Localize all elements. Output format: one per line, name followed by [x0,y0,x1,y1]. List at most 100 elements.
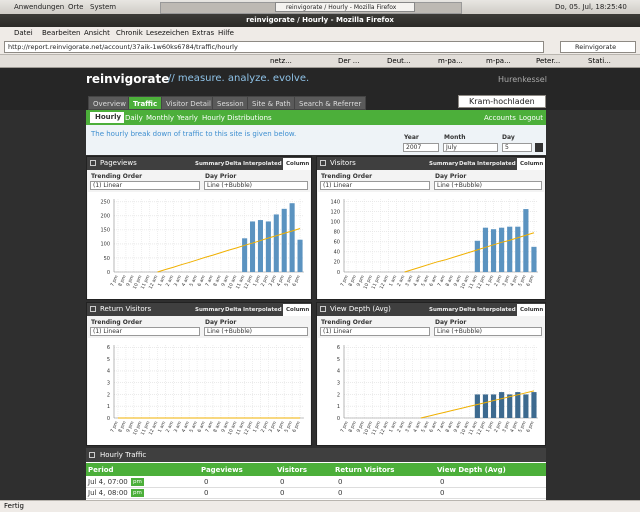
day-prior-select[interactable]: Line (+Bubble) [434,327,542,336]
collapse-box[interactable] [90,160,96,166]
bar [265,221,271,272]
tab[interactable]: netz... [270,57,292,65]
nav-tab[interactable]: Session [212,96,249,110]
bar [515,392,521,418]
collapse-box[interactable] [90,306,96,312]
menu[interactable]: Extras [192,29,215,37]
chart-tab[interactable]: Summary [429,307,459,313]
x-tick-label: 2 am [165,274,176,288]
collapse-box[interactable] [320,306,326,312]
chart-tab[interactable]: Column [517,304,545,316]
bar [257,220,263,272]
x-tick-label: 11 pm [371,420,383,436]
x-tick-label: 9 pm [356,274,367,288]
tab[interactable]: m-pa... [486,57,511,65]
menu[interactable]: Bearbeiten [42,29,81,37]
tab[interactable]: Stati... [588,57,611,65]
menu[interactable]: Ansicht [84,29,110,37]
x-tick-label: 11 am [235,420,247,436]
x-tick-label: 1 am [157,420,168,434]
month-select[interactable]: July [443,143,498,152]
collapse-box[interactable] [320,160,326,166]
x-tick-label: 7 am [436,420,447,434]
y-tick-label: 1 [107,404,110,410]
chart-tab[interactable]: Column [517,158,545,170]
chart-tab[interactable]: Interpolated [477,161,516,167]
url-field[interactable]: http://report.reinvigorate.net/account/3… [4,41,544,53]
x-tick-label: 11 pm [140,274,152,290]
logo[interactable]: reinvigorate [86,72,170,86]
trending-select[interactable]: (1) Linear [90,327,200,336]
tab[interactable]: Deut... [387,57,411,65]
control-label: Day Prior [205,173,237,180]
table-cell: 0 [204,489,209,497]
chart-tab[interactable]: Interpolated [477,307,516,313]
chart-tab[interactable]: Summary [195,307,225,313]
account-link[interactable]: Accounts [484,114,516,122]
chart-tab[interactable]: Delta [225,307,242,313]
x-tick-label: 9 pm [125,274,136,288]
chart-tab[interactable]: Column [283,304,311,316]
menu[interactable]: Chronik [116,29,143,37]
chart-tab[interactable]: Column [283,158,311,170]
column-header: View Depth (Avg) [437,466,506,474]
chart-tab[interactable]: Interpolated [243,161,282,167]
column-header: Period [88,466,114,474]
sub-nav-link[interactable]: Yearly [177,114,198,122]
x-tick-label: 3 am [404,274,415,288]
bar [499,227,505,272]
menu[interactable]: System [90,3,117,11]
y-tick-label: 3 [337,380,340,386]
chart-tab[interactable]: Delta [459,307,476,313]
chart-tab[interactable]: Summary [429,161,459,167]
y-tick-label: 50 [104,256,110,262]
menu[interactable]: Orte [68,3,84,11]
sub-nav-link[interactable]: Hourly Distributions [202,114,272,122]
day-select[interactable]: 5 [502,143,532,152]
tab[interactable]: Der ... [338,57,360,65]
trending-select[interactable]: (1) Linear [90,181,200,190]
x-tick-label: 4 am [412,420,423,434]
nav-tab[interactable]: Search & Referrer [294,96,367,110]
y-tick-label: 0 [337,416,340,422]
search-field[interactable]: Reinvigorate [560,41,636,53]
x-tick-label: 10 am [227,420,239,436]
nav-tab[interactable]: Visitor Detail [161,96,216,110]
day-prior-select[interactable]: Line (+Bubble) [204,181,308,190]
site-select[interactable]: Kram-hochladen [458,95,546,108]
go-button[interactable] [535,143,543,152]
menu[interactable]: Hilfe [218,29,234,37]
account-link[interactable]: Logout [519,114,543,122]
trending-select[interactable]: (1) Linear [320,327,430,336]
sub-nav-link[interactable]: Hourly [90,112,125,123]
x-tick-label: 5 am [189,274,200,288]
panel-title: Pageviews [87,157,311,170]
y-tick-label: 120 [330,209,340,215]
chart-tab[interactable]: Delta [459,161,476,167]
day-prior-select[interactable]: Line (+Bubble) [204,327,308,336]
nav-tab[interactable]: Site & Path [247,96,296,110]
year-select[interactable]: 2007 [403,143,439,152]
nav-tab[interactable]: Overview [88,96,131,110]
day-prior-select[interactable]: Line (+Bubble) [434,181,542,190]
menu[interactable]: Lesezeichen [146,29,189,37]
sub-nav-link[interactable]: Daily [125,114,143,122]
chart-tab[interactable]: Delta [225,161,242,167]
chart-tab[interactable]: Interpolated [243,307,282,313]
x-tick-label: 6 pm [291,420,302,434]
sub-nav-link[interactable]: Monthly [146,114,175,122]
task-button[interactable]: reinvigorate / Hourly - Mozilla Firefox [275,2,415,12]
tab[interactable]: m-pa... [438,57,463,65]
y-tick-label: 1 [337,404,340,410]
collapse-box[interactable] [89,452,95,458]
menu[interactable]: Anwendungen [14,3,65,11]
trending-select[interactable]: (1) Linear [320,181,430,190]
x-tick-label: 6 pm [525,420,536,434]
y-tick-label: 0 [107,416,110,422]
tab[interactable]: Peter... [536,57,561,65]
menu[interactable]: Datei [14,29,33,37]
x-tick-label: 4 pm [276,274,287,288]
nav-tab[interactable]: Traffic [128,96,163,110]
bar [499,392,505,418]
chart-tab[interactable]: Summary [195,161,225,167]
